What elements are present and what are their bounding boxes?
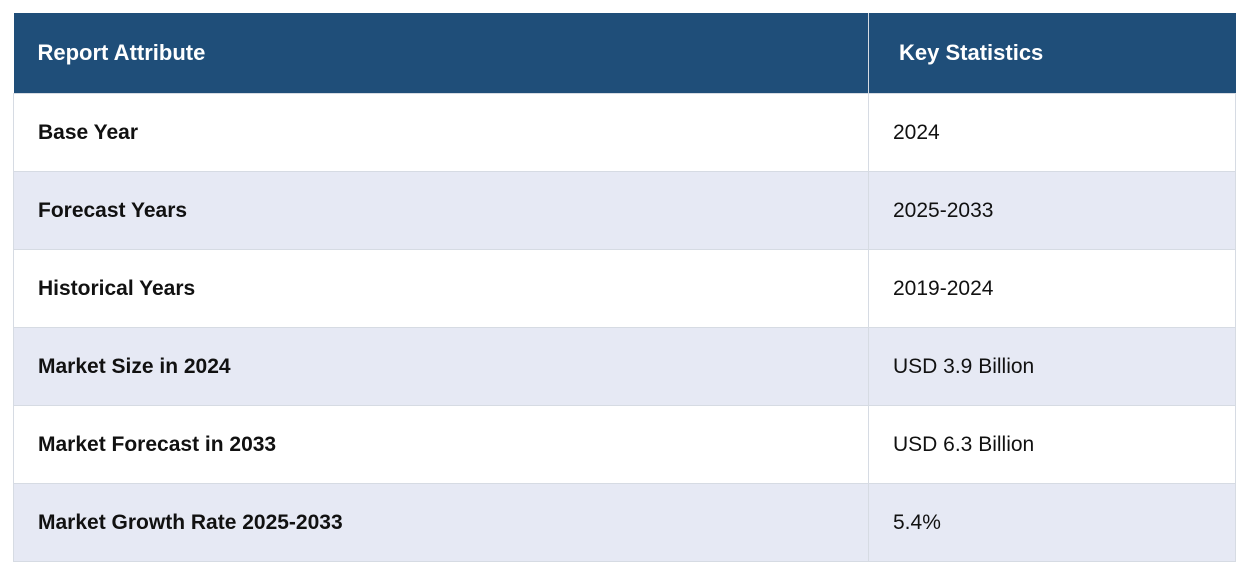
table-row: Market Size in 2024 USD 3.9 Billion <box>13 327 1236 406</box>
table-header-row: Report Attribute Key Statistics <box>13 13 1236 94</box>
row-attribute: Market Size in 2024 <box>13 327 869 406</box>
row-value: 5.4% <box>868 483 1236 562</box>
report-table-container: Report Attribute Key Statistics Base Yea… <box>13 13 1236 562</box>
table-row: Base Year 2024 <box>13 93 1236 172</box>
table-row: Historical Years 2019-2024 <box>13 249 1236 328</box>
header-key-statistics: Key Statistics <box>868 13 1236 94</box>
row-attribute: Forecast Years <box>13 171 869 250</box>
table-row: Market Forecast in 2033 USD 6.3 Billion <box>13 405 1236 484</box>
report-table: Report Attribute Key Statistics Base Yea… <box>13 13 1236 562</box>
row-value: 2019-2024 <box>868 249 1236 328</box>
table-row: Market Growth Rate 2025-2033 5.4% <box>13 483 1236 562</box>
table-row: Forecast Years 2025-2033 <box>13 171 1236 250</box>
row-attribute: Market Forecast in 2033 <box>13 405 869 484</box>
row-value: USD 6.3 Billion <box>868 405 1236 484</box>
row-attribute: Base Year <box>13 93 869 172</box>
row-value: 2024 <box>868 93 1236 172</box>
row-value: 2025-2033 <box>868 171 1236 250</box>
header-report-attribute: Report Attribute <box>13 13 869 94</box>
row-attribute: Historical Years <box>13 249 869 328</box>
row-value: USD 3.9 Billion <box>868 327 1236 406</box>
row-attribute: Market Growth Rate 2025-2033 <box>13 483 869 562</box>
